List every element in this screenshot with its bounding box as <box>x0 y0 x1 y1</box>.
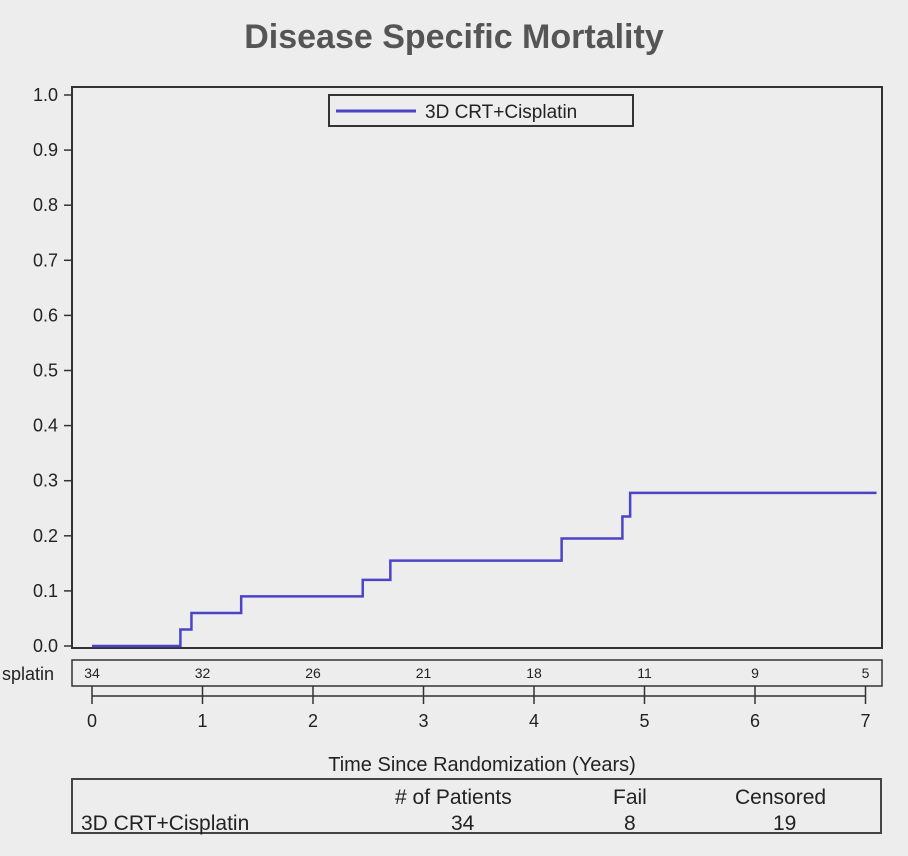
legend: 3D CRT+Cisplatin <box>328 94 634 127</box>
x-axis-title: Time Since Randomization (Years) <box>328 754 636 776</box>
risk-count: 11 <box>637 665 652 681</box>
risk-count: 32 <box>195 665 211 681</box>
y-tick-label: 0.3 <box>33 471 58 491</box>
summary-row-label: 3D CRT+Cisplatin <box>81 812 250 835</box>
y-axis: 0.0 0.1 0.2 0.3 0.4 0.5 0.6 0.7 0.8 0.9 1.0 <box>33 85 72 656</box>
summary-value-fail: 8 <box>624 812 636 835</box>
series-line <box>92 491 877 648</box>
x-tick-label: 5 <box>639 711 649 731</box>
summary-value-censored: 19 <box>773 812 797 835</box>
y-tick-label: 0.4 <box>33 416 58 436</box>
summary-header-censored: Censored <box>735 786 827 809</box>
y-tick-label: 0.7 <box>33 250 58 270</box>
x-tick-label: 7 <box>860 711 870 731</box>
x-tick-label: 1 <box>197 711 207 731</box>
summary-value-patients: 34 <box>451 812 475 835</box>
x-tick-label: 0 <box>87 711 97 731</box>
y-tick-label: 0.0 <box>33 636 58 656</box>
risk-count: 5 <box>862 665 870 681</box>
x-axis: 0 1 2 3 4 5 6 7 <box>87 686 871 731</box>
risk-table-group-label: splatin <box>2 664 54 684</box>
y-tick-label: 0.2 <box>33 526 58 546</box>
x-tick-label: 3 <box>418 711 428 731</box>
y-tick-label: 1.0 <box>33 85 58 105</box>
x-tick-label: 4 <box>529 711 539 731</box>
summary-table: # of Patients Fail Censored 3D CRT+Cispl… <box>71 778 882 835</box>
risk-count: 21 <box>416 665 432 681</box>
y-tick-label: 0.1 <box>33 581 58 601</box>
summary-header-patients: # of Patients <box>395 786 512 809</box>
y-tick-label: 0.6 <box>33 305 58 325</box>
x-tick-label: 2 <box>308 711 318 731</box>
risk-table-frame <box>71 659 883 687</box>
summary-header-fail: Fail <box>613 786 647 809</box>
risk-table: 34 32 26 21 18 11 9 5 <box>84 665 869 681</box>
risk-count: 18 <box>526 665 542 681</box>
risk-count: 9 <box>751 665 759 681</box>
series-group <box>92 491 877 648</box>
y-tick-label: 0.5 <box>33 361 58 381</box>
risk-count: 34 <box>84 665 100 681</box>
y-tick-label: 0.9 <box>33 140 58 160</box>
legend-label: 3D CRT+Cisplatin <box>425 102 577 123</box>
x-tick-label: 6 <box>750 711 760 731</box>
y-tick-label: 0.8 <box>33 195 58 215</box>
plot-frame <box>71 86 883 649</box>
risk-count: 26 <box>305 665 321 681</box>
chart-title: Disease Specific Mortality <box>244 18 664 56</box>
